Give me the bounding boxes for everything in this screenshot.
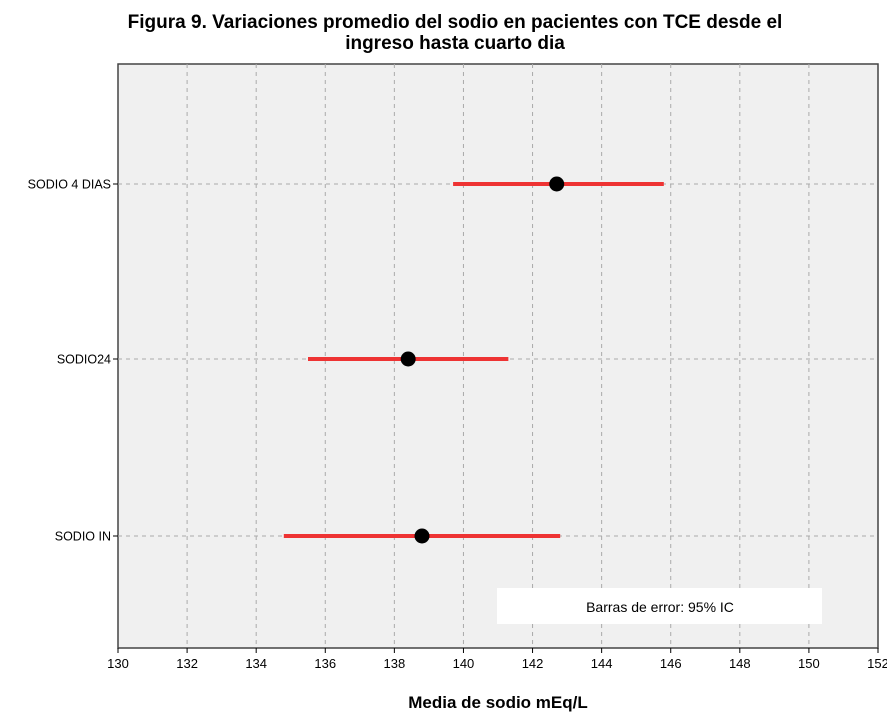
x-tick-label: 148 <box>729 656 751 671</box>
x-tick-label: 140 <box>453 656 475 671</box>
y-tick-label: SODIO 4 DIAS <box>28 178 111 192</box>
mean-point <box>414 528 430 544</box>
x-tick-label: 136 <box>314 656 336 671</box>
x-tick-label: 130 <box>107 656 129 671</box>
y-tick-label: SODIO24 <box>57 353 111 367</box>
x-tick-label: 150 <box>798 656 820 671</box>
legend-box <box>497 588 822 624</box>
x-tick-label: 134 <box>245 656 267 671</box>
chart-title-line-2: ingreso hasta cuarto dia <box>345 33 565 54</box>
x-axis-label: Media de sodio mEq/L <box>408 693 587 712</box>
x-tick-label: 132 <box>176 656 198 671</box>
x-tick-label: 144 <box>591 656 613 671</box>
chart-title: Figura 9. Variaciones promedio del sodio… <box>40 12 870 54</box>
x-tick-label: 142 <box>522 656 544 671</box>
mean-point <box>400 351 416 367</box>
y-tick-label: SODIO IN <box>55 530 111 544</box>
mean-point <box>549 176 565 192</box>
x-tick-label: 146 <box>660 656 682 671</box>
legend-text: Barras de error: 95% IC <box>586 599 734 615</box>
chart-title-line-1: Figura 9. Variaciones promedio del sodio… <box>127 12 783 33</box>
x-tick-label: 138 <box>384 656 406 671</box>
plot-background <box>117 63 879 649</box>
x-tick-label: 152 <box>867 656 887 671</box>
